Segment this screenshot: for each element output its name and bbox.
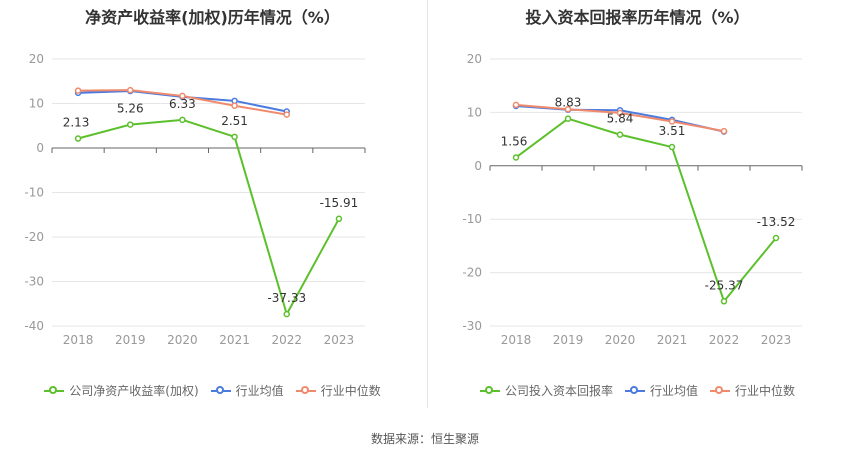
data-point (564, 115, 572, 122)
y-tick-label: -20 (24, 230, 44, 244)
data-point (616, 131, 624, 138)
y-tick-label: 0 (474, 159, 482, 173)
x-tick-label: 2018 (501, 333, 532, 347)
x-tick-label: 2021 (219, 333, 250, 347)
data-point (231, 133, 238, 141)
legend-label: 行业中位数 (320, 384, 381, 398)
data-label: 2.51 (221, 114, 248, 128)
data-label: 6.33 (169, 97, 196, 111)
data-label: 3.51 (659, 124, 686, 138)
data-point (74, 87, 82, 94)
legend-dot-icon (49, 385, 58, 394)
data-label: -15.91 (320, 196, 359, 210)
legend-item[interactable]: 行业均值 (210, 382, 284, 399)
y-tick-label: 20 (29, 52, 44, 66)
y-tick-label: 10 (467, 105, 482, 119)
legend-marker-icon (295, 385, 316, 394)
data-point (127, 86, 134, 94)
y-tick-label: -20 (462, 266, 482, 280)
data-point (512, 101, 520, 109)
chart-legend: 公司投入资本回报率 行业均值 行业中位数 (425, 382, 850, 399)
legend-marker-icon (710, 385, 730, 394)
chart-title: 投入资本回报率历年情况（%） (525, 8, 750, 27)
data-point (179, 92, 186, 100)
data-label: -25.37 (705, 278, 744, 292)
panel-divider (427, 0, 428, 408)
y-tick-label: -30 (24, 275, 44, 289)
legend-label: 行业均值 (649, 384, 698, 398)
y-tick-label: -10 (462, 212, 482, 226)
legend-dot-icon (484, 385, 493, 394)
data-label: 1.56 (501, 134, 528, 148)
y-tick-label: 20 (467, 52, 482, 66)
legend-dot-icon (300, 385, 309, 394)
data-point (668, 118, 676, 125)
data-label: -37.33 (267, 291, 306, 305)
data-point (772, 234, 780, 242)
legend-marker-icon (44, 385, 65, 394)
data-point (564, 105, 572, 113)
legend-item[interactable]: 公司净资产收益率(加权) (44, 382, 199, 399)
x-tick-label: 2023 (324, 333, 355, 347)
x-tick-label: 2019 (553, 333, 584, 347)
legend-label: 行业中位数 (735, 384, 796, 398)
x-tick-label: 2022 (709, 333, 740, 347)
x-tick-label: 2021 (657, 333, 688, 347)
legend-marker-icon (479, 385, 500, 394)
y-tick-label: -10 (24, 186, 44, 200)
x-tick-label: 2018 (63, 333, 94, 347)
data-point (283, 310, 290, 318)
roe-line-chart: 20 10 0 -10 -20 -30 -40 2018 2019 2020 2021 2022 202… (24, 52, 366, 347)
x-tick-label: 2023 (761, 333, 792, 347)
data-point (127, 121, 134, 128)
data-label: -13.52 (757, 215, 796, 229)
data-point (668, 143, 676, 151)
series-line (77, 118, 340, 316)
data-point (231, 102, 238, 109)
legend-marker-icon (210, 385, 231, 394)
legend-item[interactable]: 行业均值 (624, 382, 698, 399)
data-point (720, 298, 728, 305)
roic-line-chart: 20 10 0 -10 -20 -30 2018 2019 2020 2021 2022 2023 1.… (462, 52, 803, 347)
legend-label: 行业均值 (235, 384, 284, 398)
legend-item[interactable]: 行业中位数 (295, 382, 381, 399)
roic-chart-panel: 投入资本回报率历年情况（%） 20 10 0 -10 -20 -30 2018 2019 202… (425, 0, 850, 400)
legend-dot-icon (715, 385, 723, 394)
data-point (335, 215, 343, 223)
data-label: 8.83 (555, 96, 582, 110)
legend-label: 公司净资产收益率(加权) (69, 384, 199, 398)
data-point (283, 111, 290, 118)
data-point (179, 116, 186, 124)
roe-chart-panel: 净资产收益率(加权)历年情况（%） 20 10 0 -10 -20 -30 -40 2018 2… (0, 0, 425, 400)
x-tick-label: 2019 (115, 333, 146, 347)
legend-item[interactable]: 行业中位数 (710, 382, 795, 399)
x-tick-label: 2022 (271, 333, 302, 347)
y-tick-label: 0 (36, 141, 44, 155)
data-point (512, 154, 520, 161)
y-tick-label: -40 (24, 319, 44, 333)
data-label: 5.84 (607, 112, 634, 126)
series-line (515, 117, 777, 303)
legend-label: 公司投入资本回报率 (504, 384, 613, 398)
data-source-note: 数据来源：恒生聚源 (370, 432, 479, 446)
legend-dot-icon (215, 385, 224, 394)
data-label: 5.26 (117, 102, 144, 116)
data-point (74, 135, 82, 142)
legend-dot-icon (629, 385, 638, 394)
legend-item[interactable]: 公司投入资本回报率 (479, 382, 613, 399)
x-tick-label: 2020 (167, 333, 198, 347)
chart-legend: 公司净资产收益率(加权) 行业均值 行业中位数 (0, 382, 425, 399)
x-tick-label: 2020 (605, 333, 636, 347)
data-point (616, 109, 624, 117)
legend-marker-icon (624, 385, 645, 394)
data-label: 2.13 (63, 116, 90, 130)
data-point (720, 127, 728, 135)
y-tick-label: 10 (29, 97, 44, 111)
chart-title: 净资产收益率(加权)历年情况（%） (85, 8, 340, 27)
y-tick-label: -30 (462, 319, 482, 333)
